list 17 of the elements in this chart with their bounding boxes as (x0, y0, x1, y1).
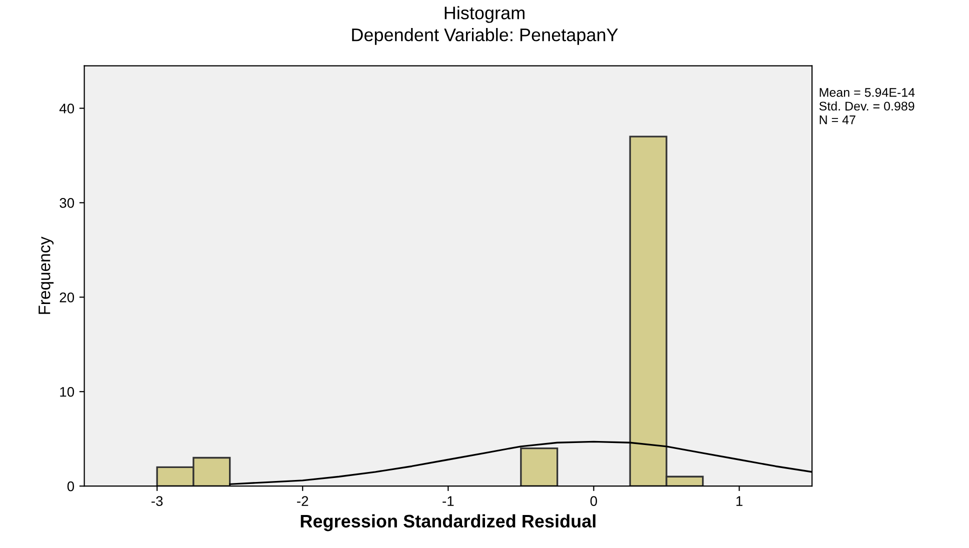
x-axis-title: Regression Standardized Residual (300, 514, 596, 532)
text: Mean = 5.94E-14 (820, 88, 915, 97)
y-tick-label: 10 (60, 386, 74, 397)
y-tick-label: 40 (59, 104, 74, 114)
x-tick-label: 1 (736, 496, 742, 506)
y-tick-label: 20 (60, 292, 74, 302)
chart-subtitle: Dependent Variable: PenetapanY (352, 28, 618, 45)
x-tick-label: -1 (442, 496, 454, 506)
text: N = 47 (820, 116, 856, 124)
y-axis-title: Frequency (38, 236, 54, 314)
text: Std. Dev. = 0.989 (819, 101, 914, 111)
x-tick-label: -3 (152, 496, 163, 506)
chart-title: Histogram (444, 6, 524, 23)
x-tick-label: 0 (590, 496, 598, 506)
y-tick-label: 30 (60, 198, 74, 208)
x-tick-label: -2 (297, 496, 308, 506)
y-tick-label: 0 (67, 481, 74, 492)
